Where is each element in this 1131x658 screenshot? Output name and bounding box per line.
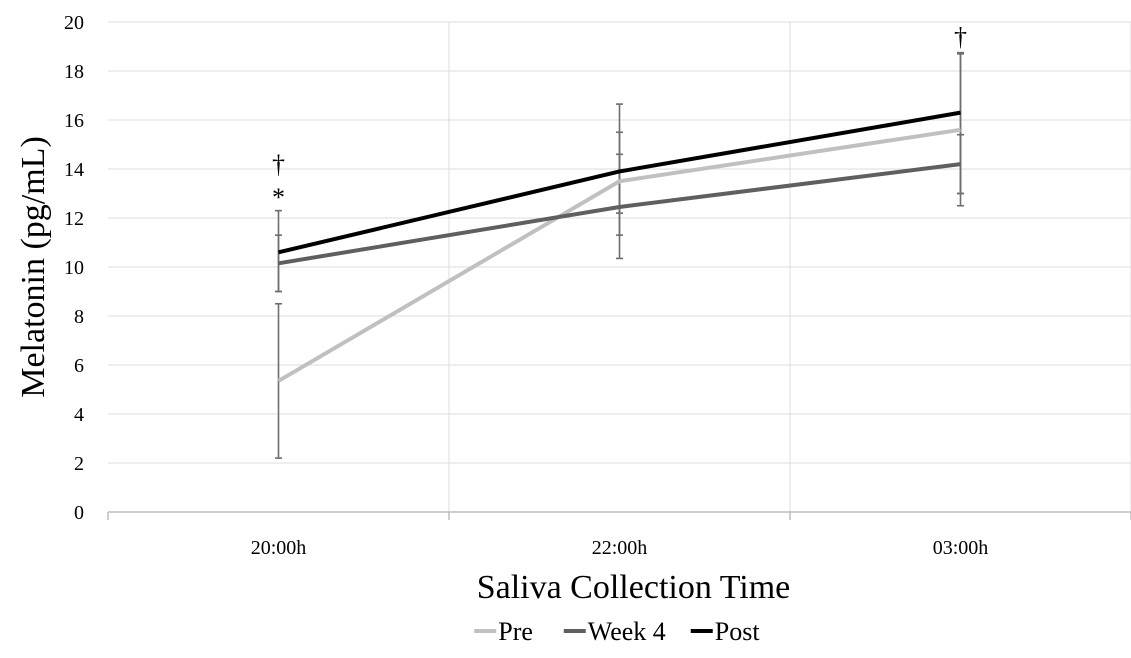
y-tick-label: 20 (64, 12, 84, 34)
y-tick-label: 2 (74, 453, 84, 475)
series-line-pre (277, 127, 961, 383)
series-line-week-4 (278, 162, 961, 266)
y-tick-label: 8 (74, 306, 84, 328)
x-tick-label: 22:00h (592, 537, 648, 559)
y-tick-label: 12 (64, 208, 84, 230)
y-tick-label: 0 (74, 502, 84, 524)
y-axis-title: Melatonin (pg/mL) (15, 136, 52, 398)
significance-marker: † (954, 23, 967, 52)
legend-label: Post (715, 617, 761, 646)
significance-marker: † (272, 150, 285, 179)
legend-label: Week 4 (588, 617, 666, 646)
legend-label: Pre (498, 617, 533, 646)
series-line-post (278, 110, 961, 255)
y-tick-label: 14 (64, 159, 84, 181)
y-tick-label: 4 (74, 404, 84, 426)
y-tick-label: 16 (64, 110, 84, 132)
y-tick-label: 10 (64, 257, 84, 279)
significance-marker: * (272, 183, 285, 212)
x-axis-title: Saliva Collection Time (477, 569, 791, 606)
x-tick-label: 20:00h (251, 537, 307, 559)
x-tick-label: 03:00h (933, 537, 989, 559)
y-tick-label: 18 (64, 61, 84, 83)
y-tick-label: 6 (74, 355, 84, 377)
